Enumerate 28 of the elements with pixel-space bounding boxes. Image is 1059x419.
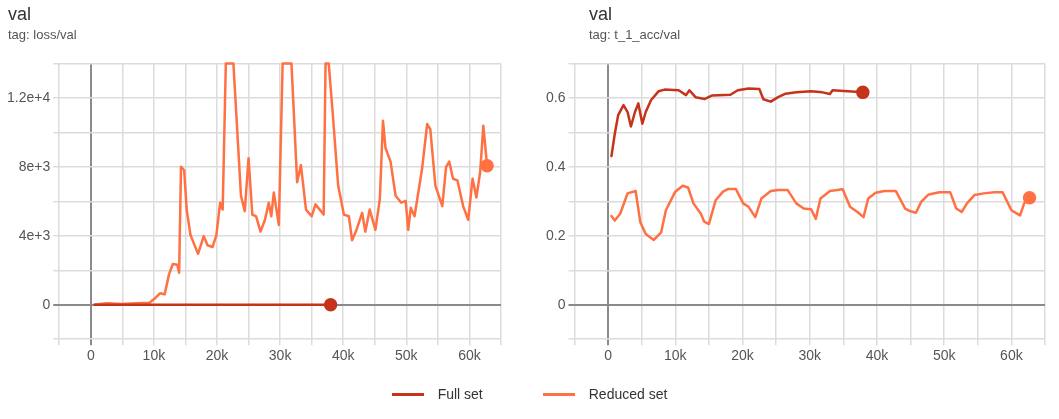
legend-label: Full set <box>437 386 483 402</box>
x-tick-label: 60k <box>458 347 482 364</box>
x-tick-label: 20k <box>205 347 230 364</box>
x-tick-label: 0 <box>604 347 613 364</box>
y-tick-label: 0.2 <box>545 226 566 243</box>
x-tick-label: 40k <box>331 347 356 364</box>
chart-subtitle: tag: loss/val <box>8 27 78 42</box>
x-tick-label: 30k <box>268 347 293 364</box>
y-tick-label: 0 <box>42 295 51 312</box>
chart-title: val <box>589 4 613 25</box>
y-tick-label: 0 <box>557 295 566 312</box>
x-tick-label: 0 <box>86 347 95 364</box>
chart-title: val <box>8 4 32 25</box>
y-tick-label: 1.2e+4 <box>6 88 51 105</box>
y-tick-label: 0.6 <box>545 88 566 105</box>
x-tick-label: 50k <box>932 347 957 364</box>
x-tick-label: 10k <box>142 347 167 364</box>
legend-label: Reduced set <box>588 386 668 402</box>
x-tick-label: 30k <box>798 347 823 364</box>
chart-subtitle: tag: t_1_acc/val <box>589 27 682 42</box>
x-tick-label: 10k <box>664 347 688 364</box>
x-tick-label: 60k <box>1000 347 1024 364</box>
y-tick-label: 8e+3 <box>18 157 51 174</box>
y-tick-label: 4e+3 <box>18 226 51 243</box>
y-tick-label: 0.4 <box>545 157 566 174</box>
x-tick-label: 40k <box>865 347 890 364</box>
x-tick-label: 20k <box>731 347 755 364</box>
x-tick-label: 50k <box>395 347 419 364</box>
